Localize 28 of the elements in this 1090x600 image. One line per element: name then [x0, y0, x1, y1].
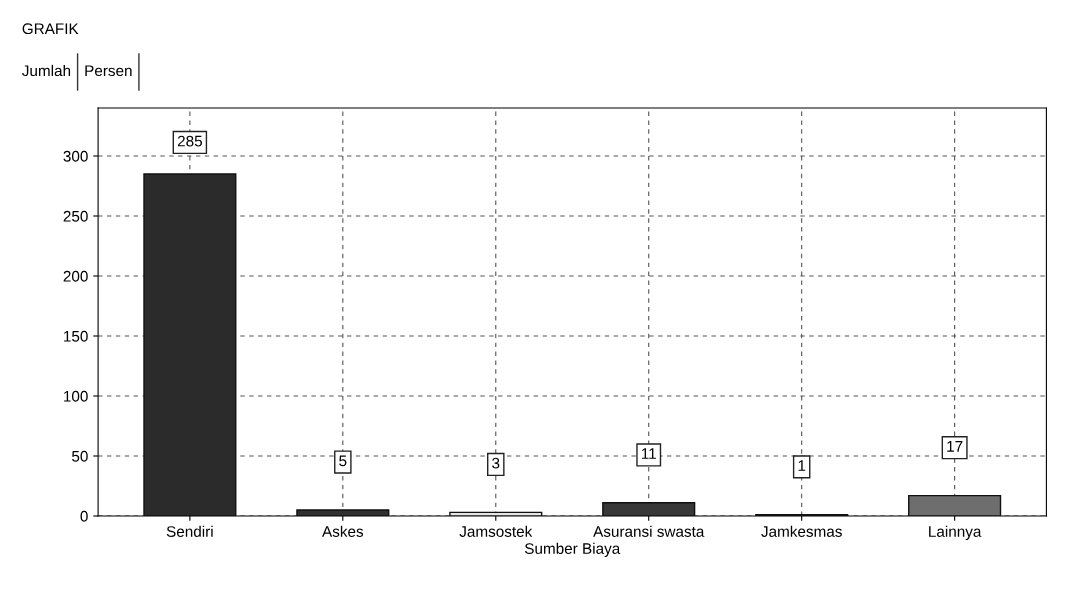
- x-tick-label: Jamsostek: [459, 525, 533, 537]
- chart-title: GRAFIK: [22, 23, 79, 35]
- data-label: 285: [177, 135, 202, 147]
- y-tick-label: 200: [63, 270, 88, 282]
- y-tick-label: 300: [63, 150, 88, 162]
- bar: [143, 173, 237, 516]
- x-tick-label: Jamkesmas: [761, 525, 842, 537]
- data-label: 17: [947, 441, 963, 452]
- y-tick-label: 0: [80, 510, 88, 522]
- bar: [602, 502, 696, 516]
- data-label: 5: [339, 455, 347, 467]
- bar: [449, 511, 543, 516]
- bar: [908, 494, 1002, 516]
- data-label: 11: [641, 448, 656, 459]
- x-tick-label: Asuransi swasta: [593, 525, 705, 537]
- y-tick-label: 150: [64, 330, 88, 342]
- data-label: 1: [798, 460, 806, 471]
- text: Persen: [85, 65, 132, 77]
- data-label: 3: [492, 457, 500, 469]
- x-tick-label: Askes: [322, 525, 364, 537]
- x-tick-label: Sendiri: [166, 525, 213, 537]
- text: Jumlah: [22, 64, 71, 77]
- x-axis-title: Sumber Biaya: [524, 542, 621, 557]
- y-tick-label: 100: [64, 390, 88, 402]
- y-tick-label: 250: [63, 210, 88, 222]
- x-tick-label: Lainnya: [929, 525, 982, 540]
- bar: [296, 509, 390, 516]
- y-tick-label: 50: [72, 450, 88, 462]
